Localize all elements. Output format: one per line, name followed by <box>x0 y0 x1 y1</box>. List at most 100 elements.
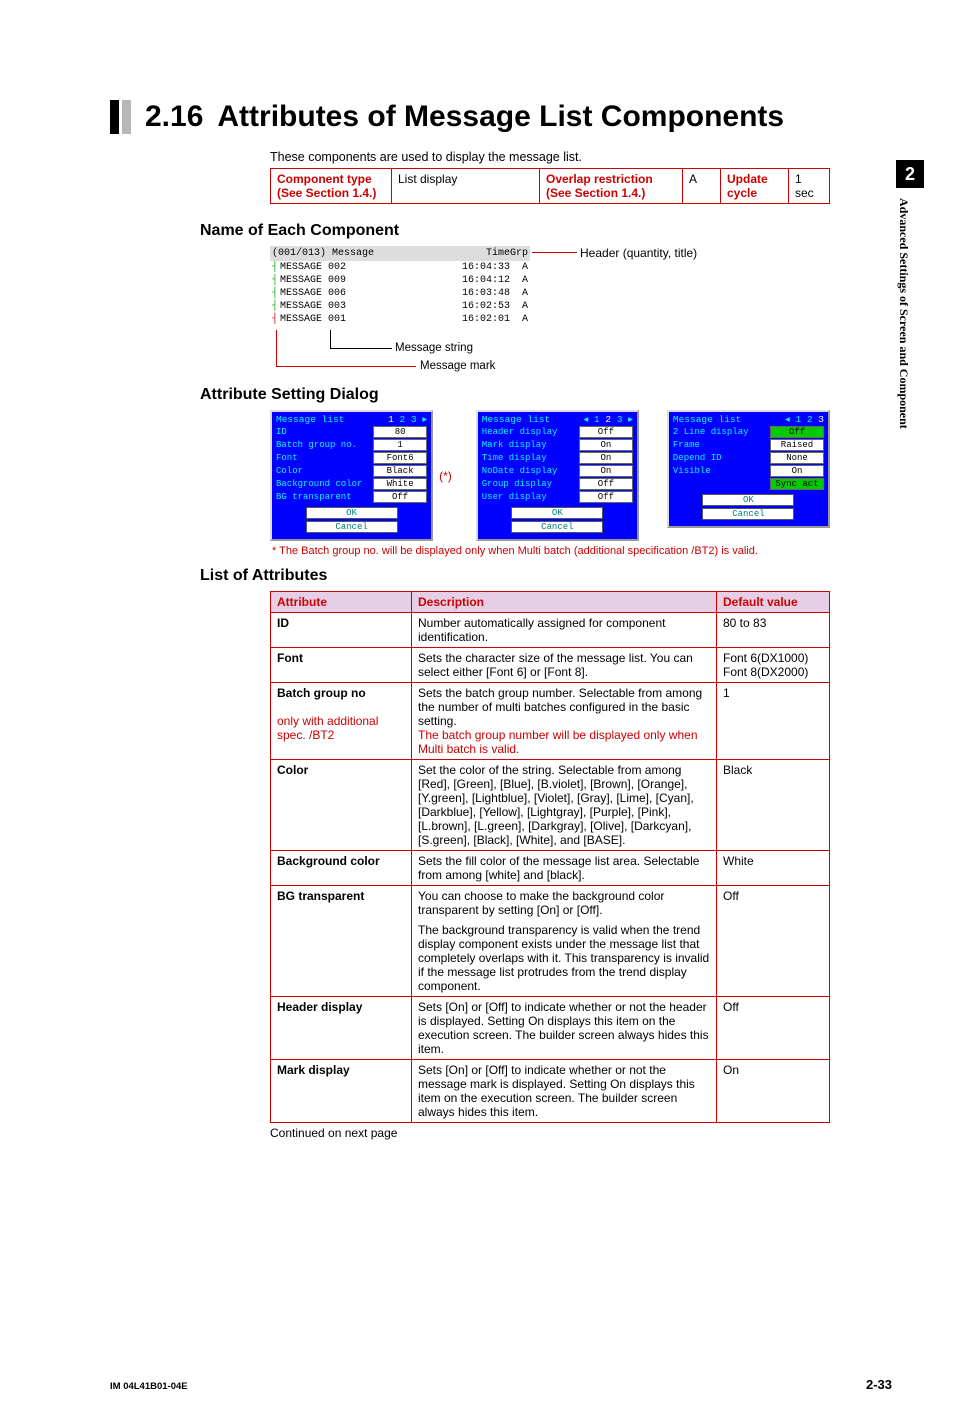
section-title-row: 2.16 Attributes of Message List Componen… <box>110 100 830 134</box>
dlg-field-value[interactable]: Off <box>579 491 633 503</box>
dialog-3: Message list◂ 1 2 3 2 Line displayOffFra… <box>667 410 830 528</box>
dlg2-ok[interactable]: OK <box>511 507 603 519</box>
dlg-field-label: ID <box>276 427 373 437</box>
message-time: 16:02:01 <box>440 313 510 326</box>
dlg-field-label: BG transparent <box>276 492 373 502</box>
dlg3-ok[interactable]: OK <box>702 494 794 506</box>
attr-default: Off <box>723 889 739 903</box>
callout-mark: Message mark <box>420 360 495 372</box>
attr-desc: Sets the fill color of the message list … <box>418 854 699 882</box>
dlg-field-label: Header display <box>482 427 579 437</box>
attr-desc-note: The batch group number will be displayed… <box>418 728 698 756</box>
dlg-field-value[interactable]: On <box>579 452 633 464</box>
chapter-side-title: Advanced Settings of Screen and Componen… <box>896 188 911 528</box>
ml-hdr-time: Time <box>440 247 510 260</box>
dlg-field-value[interactable]: Off <box>373 491 427 503</box>
ci-v2: A <box>683 169 721 204</box>
attr-h2: Description <box>412 592 717 613</box>
dlg-field-value[interactable]: Off <box>579 426 633 438</box>
attr-desc-extra: The background transparency is valid whe… <box>418 923 710 993</box>
section-title-bars <box>110 100 131 134</box>
message-time: 16:02:53 <box>440 300 510 313</box>
dlg1-cancel[interactable]: Cancel <box>306 521 398 533</box>
subhead-name: Name of Each Component <box>200 222 830 240</box>
dlg-field-value[interactable]: On <box>579 465 633 477</box>
dlg1-ok[interactable]: OK <box>306 507 398 519</box>
continued-note: Continued on next page <box>270 1126 830 1140</box>
dlg-field-label: User display <box>482 492 579 502</box>
attr-default: On <box>723 1063 739 1077</box>
message-string: MESSAGE 001 <box>280 313 440 326</box>
dlg-field-label: Background color <box>276 479 373 489</box>
dlg-field-label: Batch group no. <box>276 440 373 450</box>
attr-default: 1 <box>723 686 730 700</box>
dlg-field-value[interactable]: 1 <box>373 439 427 451</box>
dlg-field-label: Time display <box>482 453 579 463</box>
dlg-field-value[interactable]: 80 <box>373 426 427 438</box>
attr-desc: Set the color of the string. Selectable … <box>418 763 694 847</box>
dlg-field-value[interactable]: None <box>770 452 824 464</box>
dlg-field-value[interactable]: Off <box>770 426 824 438</box>
attr-default: Font 6(DX1000)Font 8(DX2000) <box>723 651 808 679</box>
dlg2-cancel[interactable]: Cancel <box>511 521 603 533</box>
star-marker: (*) <box>439 469 452 483</box>
dlg-field-value[interactable]: On <box>579 439 633 451</box>
message-time: 16:04:33 <box>440 261 510 274</box>
dlg-field-value[interactable]: Raised <box>770 439 824 451</box>
attr-desc: You can choose to make the background co… <box>418 889 664 917</box>
message-string: MESSAGE 006 <box>280 287 440 300</box>
side-tab: 2 Advanced Settings of Screen and Compon… <box>896 160 924 580</box>
message-string: MESSAGE 003 <box>280 300 440 313</box>
attr-name: Header display <box>277 1000 362 1014</box>
ci-h1note: (See Section 1.4.) <box>277 186 376 200</box>
ci-v1: List display <box>392 169 540 204</box>
message-mark-icon: ┤ <box>272 287 280 300</box>
message-mark-icon: ┤ <box>272 261 280 274</box>
message-group: A <box>510 313 528 326</box>
dlg-field-value[interactable]: Off <box>579 478 633 490</box>
dialog-1: Message list 1 2 3 ▸ ID80Batch group no.1… <box>270 410 433 541</box>
ci-v3: 1 sec <box>789 169 830 204</box>
message-time: 16:03:48 <box>440 287 510 300</box>
dlg-field-label: Group display <box>482 479 579 489</box>
callout-header: Header (quantity, title) <box>580 246 697 260</box>
dlg-field-label: NoDate display <box>482 466 579 476</box>
dlg1-title: Message list <box>276 414 344 425</box>
attr-name-note: only with additional spec. /BT2 <box>277 714 378 742</box>
dlg3-cancel[interactable]: Cancel <box>702 508 794 520</box>
attr-default: 80 to 83 <box>723 616 766 630</box>
dlg-field-value[interactable]: On <box>770 465 824 477</box>
ci-h1: Component type <box>277 172 372 186</box>
message-mark-icon: ┤ <box>272 300 280 313</box>
dlg-field-label: Font <box>276 453 373 463</box>
ci-h2note: (See Section 1.4.) <box>546 186 645 200</box>
dlg-field-value[interactable]: Font6 <box>373 452 427 464</box>
message-group: A <box>510 261 528 274</box>
attr-name: Mark display <box>277 1063 350 1077</box>
dlg2-nav[interactable]: ◂ 1 2 3 ▸ <box>583 414 632 425</box>
attr-name: ID <box>277 616 289 630</box>
dlg-field-value[interactable]: Sync act <box>770 478 824 490</box>
dlg-field-value[interactable]: White <box>373 478 427 490</box>
dlg3-nav[interactable]: ◂ 1 2 3 <box>785 414 824 425</box>
dlg1-nav[interactable]: 1 2 3 ▸ <box>388 414 427 425</box>
attr-default: Black <box>723 763 752 777</box>
message-time: 16:04:12 <box>440 274 510 287</box>
dlg-field-value[interactable]: Black <box>373 465 427 477</box>
dialog-row: Message list 1 2 3 ▸ ID80Batch group no.1… <box>270 410 830 541</box>
message-string: MESSAGE 002 <box>280 261 440 274</box>
section-number: 2.16 <box>145 100 203 134</box>
attributes-table: Attribute Description Default value IDNu… <box>270 591 830 1123</box>
dlg-field-label: Depend ID <box>673 453 770 463</box>
footer-left: IM 04L41B01-04E <box>110 1381 188 1392</box>
attr-desc: Sets [On] or [Off] to indicate whether o… <box>418 1000 709 1056</box>
message-group: A <box>510 274 528 287</box>
attr-default: Off <box>723 1000 739 1014</box>
attr-name: Batch group no <box>277 686 366 700</box>
ci-h2: Overlap restriction <box>546 172 653 186</box>
dialog-2: Message list◂ 1 2 3 ▸ Header displayOffM… <box>476 410 639 541</box>
subhead-list: List of Attributes <box>200 567 830 585</box>
footer-right: 2-33 <box>866 1377 892 1392</box>
star-note: * The Batch group no. will be displayed … <box>272 545 830 557</box>
section-title: Attributes of Message List Components <box>217 100 784 134</box>
